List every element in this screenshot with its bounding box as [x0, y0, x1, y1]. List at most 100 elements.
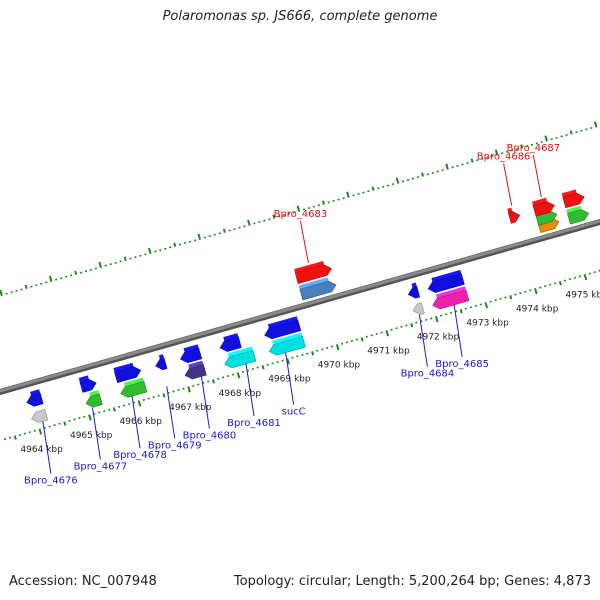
gene-feature: [78, 375, 97, 393]
lower-dotted-track: [3, 269, 600, 441]
minor-tick: [410, 323, 414, 328]
label-leader-line: [200, 376, 210, 429]
gene-top-face: [294, 260, 325, 274]
gene-feature: [31, 405, 49, 423]
gene-label: Bpro_4677: [74, 461, 128, 472]
gene-top-face: [223, 333, 239, 341]
gene-arrow: [432, 289, 470, 310]
major-tick: [593, 121, 598, 128]
label-leader-line: [503, 163, 513, 206]
gene-arrow: [412, 302, 425, 315]
gene-top-face: [531, 197, 548, 206]
gene-top-face: [227, 346, 253, 358]
gene-top-face: [158, 354, 165, 360]
major-tick: [346, 191, 350, 198]
coordinate-label: 4965 kbp: [70, 431, 113, 441]
gene-top-face: [507, 207, 513, 213]
gene-feature: [407, 282, 421, 299]
major-tick: [38, 428, 43, 435]
major-tick: [544, 135, 548, 142]
label-leader-line: [166, 386, 176, 439]
major-tick: [98, 261, 102, 269]
gene-arrow: [567, 209, 590, 225]
gene-arrow: [507, 211, 521, 224]
coordinate-label: 4964 kbp: [20, 445, 63, 455]
gene-label: Bpro_4687: [506, 143, 560, 154]
gene-feature: [294, 260, 332, 284]
gene-feature: [268, 332, 306, 356]
gene-feature: [561, 189, 585, 209]
minor-tick: [569, 130, 573, 135]
minor-tick: [74, 270, 78, 276]
major-tick: [236, 372, 241, 379]
gene-feature: [26, 389, 44, 407]
label-leader-line: [285, 352, 295, 405]
gene-top-face: [183, 344, 199, 353]
major-tick: [0, 289, 3, 297]
gene-feature: [432, 286, 470, 310]
gene-arrow: [219, 336, 242, 352]
gene-label: Bpro_4686: [477, 151, 531, 162]
coordinate-label: 4974 kbp: [516, 305, 559, 315]
gene-label: Bpro_4683: [274, 209, 328, 220]
gene-feature: [412, 298, 425, 315]
minor-tick: [222, 228, 226, 233]
gene-arrow: [184, 364, 207, 380]
minor-tick: [212, 379, 216, 384]
gene-top-face: [123, 377, 144, 387]
gene-feature: [566, 205, 590, 225]
major-tick: [583, 273, 588, 281]
label-leader-line: [418, 314, 428, 367]
gene-feature: [179, 344, 203, 364]
minor-tick: [459, 309, 463, 314]
coordinate-label: 4967 kbp: [169, 403, 212, 413]
label-leader-line: [245, 363, 255, 416]
gene-label: Bpro_4684: [401, 369, 455, 380]
gene-top-face: [89, 390, 100, 397]
minor-tick: [470, 158, 474, 163]
label-leader-line: [299, 220, 309, 264]
gene-label: sucC: [282, 407, 306, 418]
accession-text: Accession: NC_007948: [9, 574, 157, 589]
gene-top-face: [416, 298, 422, 304]
gene-arrow: [294, 264, 332, 284]
major-tick: [197, 233, 202, 240]
major-tick: [385, 330, 389, 337]
gene-top-face: [267, 316, 298, 329]
gene-feature: [427, 269, 465, 293]
major-tick: [434, 316, 439, 323]
gene-label: Bpro_4676: [24, 475, 78, 486]
gene-label: Bpro_4678: [113, 450, 167, 461]
gene-arrow: [532, 201, 555, 217]
minor-tick: [13, 435, 17, 440]
gene-arrow: [79, 378, 97, 393]
major-tick: [147, 247, 152, 254]
minor-tick: [520, 144, 524, 149]
coordinate-label: 4968 kbp: [219, 389, 262, 399]
gene-arrow: [179, 347, 203, 364]
gene-feature: [219, 333, 242, 352]
gene-top-face: [561, 189, 577, 198]
minor-tick: [421, 172, 425, 177]
gene-feature: [184, 360, 207, 380]
major-tick: [534, 287, 538, 295]
coordinate-label: 4971 kbp: [367, 347, 410, 357]
gene-label: Bpro_4679: [148, 440, 202, 451]
gene-arrow: [407, 286, 421, 299]
backbone-line: [0, 219, 600, 393]
gene-feature: [155, 354, 168, 371]
minor-tick: [321, 200, 325, 205]
gene-top-face: [272, 332, 303, 345]
minor-tick: [63, 421, 67, 426]
gene-feature: [85, 390, 103, 408]
major-tick: [484, 301, 489, 309]
major-tick: [296, 205, 301, 212]
gene-arrow: [120, 380, 148, 398]
gene-arrow: [31, 409, 49, 423]
major-tick: [88, 414, 92, 421]
upper-dotted-track: [0, 121, 598, 297]
gene-feature: [531, 197, 555, 217]
gene-feature: [264, 316, 302, 340]
